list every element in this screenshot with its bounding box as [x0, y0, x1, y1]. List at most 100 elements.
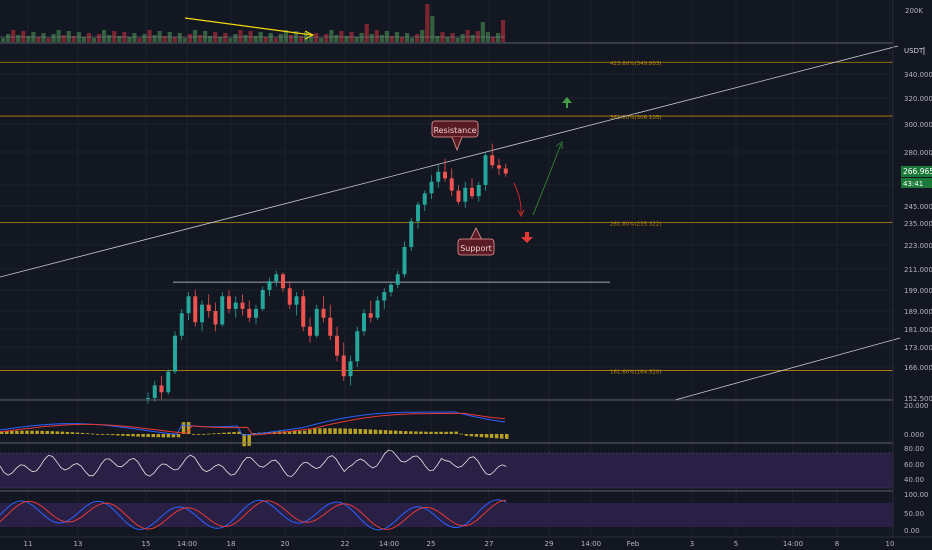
- candle-body: [267, 281, 272, 290]
- macd-histogram-bar: [297, 430, 302, 434]
- macd-histogram-bar: [434, 431, 438, 434]
- macd-histogram-bar: [328, 428, 332, 434]
- macd-histogram-bar: [247, 434, 251, 446]
- volume-bar: [96, 34, 102, 42]
- volume-bar: [420, 30, 425, 42]
- time-axis[interactable]: 11 13 15 14:00 18 20 22 14:00 25 27 29 14:00 Feb 3 5 14…: [24, 540, 895, 548]
- macd-histogram-bar: [141, 434, 145, 437]
- candle-body: [200, 304, 204, 323]
- volume-bar: [273, 38, 278, 42]
- candle-body: [146, 398, 150, 399]
- time-tick-label: 20: [281, 540, 290, 548]
- rsi-scale-80: 80.00: [904, 445, 924, 453]
- time-tick-label: 14:00: [379, 540, 399, 548]
- macd-histogram-bar: [20, 430, 24, 434]
- candle-body: [389, 284, 393, 293]
- volume-bar: [233, 34, 238, 42]
- volume-bar: [208, 36, 213, 42]
- volume-bar: [319, 38, 324, 42]
- volume-bar: [223, 33, 228, 42]
- macd-histogram-bar: [449, 431, 453, 434]
- macd-histogram-bar: [313, 428, 317, 434]
- volume-bar: [379, 35, 384, 42]
- down-projection-arrow-icon: [517, 209, 525, 218]
- candle-body: [456, 190, 461, 202]
- volume-bar: [445, 37, 450, 42]
- down-projection-path: [513, 182, 522, 215]
- candle-body: [179, 313, 184, 336]
- price-tick-label: 280.000: [904, 149, 932, 157]
- rsi-pane[interactable]: 80.00 60.00 40.00: [0, 445, 924, 489]
- candle-body: [287, 288, 292, 305]
- volume-bar: [374, 30, 379, 42]
- macd-histogram-bar: [338, 428, 342, 434]
- candle-body: [301, 296, 306, 327]
- volume-bar: [187, 34, 193, 42]
- price-tick-label: 181.000: [904, 326, 932, 334]
- volume-bar: [495, 33, 501, 42]
- time-tick-label: 14:00: [581, 540, 601, 548]
- time-tick-label: 14:00: [177, 540, 197, 548]
- candle-body: [213, 311, 218, 325]
- candle-body: [328, 317, 333, 336]
- macd-histogram-bar: [25, 430, 29, 434]
- volume-bar: [91, 38, 97, 42]
- volume-bar: [475, 31, 480, 42]
- macd-histogram-bar: [237, 431, 241, 434]
- candle-body: [193, 296, 198, 323]
- price-axis[interactable]: 152.500 166.000 173.000 181.000 189.000 199.0…: [904, 71, 932, 403]
- macd-histogram-bar: [333, 428, 337, 434]
- macd-histogram-bar: [419, 431, 423, 434]
- price-tick-label: 152.500: [904, 395, 932, 403]
- time-tick-label: 29: [545, 540, 554, 548]
- candle-body: [166, 371, 171, 393]
- macd-histogram-bar: [373, 429, 378, 434]
- macd-pane[interactable]: 20.000 0.000: [0, 402, 929, 447]
- candle-body: [308, 326, 312, 336]
- volume-bar: [26, 36, 31, 42]
- macd-histogram-bar: [469, 434, 474, 437]
- red-down-arrow-icon: [521, 232, 533, 243]
- volume-bar: [283, 30, 288, 42]
- stoch-rsi-pane[interactable]: 100.00 50.00 0.00: [0, 491, 929, 535]
- candle-body: [355, 331, 360, 362]
- volume-bar: [11, 30, 16, 42]
- rsi-line: [0, 449, 507, 477]
- macd-histogram-bar: [15, 430, 19, 434]
- upper-trendline[interactable]: [0, 45, 899, 278]
- stoch-d-line: [0, 499, 507, 530]
- up-projection-arrow-icon: [555, 141, 563, 149]
- macd-histogram-bar: [292, 430, 297, 434]
- candle-body: [503, 168, 508, 174]
- macd-histogram-bar: [494, 434, 499, 439]
- candle-body: [335, 335, 339, 356]
- volume-bar: [480, 22, 485, 42]
- time-tick-label: 25: [427, 540, 436, 548]
- volume-bar: [500, 20, 506, 42]
- time-tick-label: 3: [690, 540, 694, 548]
- volume-bar: [425, 4, 430, 42]
- resistance-callout[interactable]: Resistance: [431, 120, 479, 152]
- candle-body: [186, 296, 191, 314]
- rsi-scale-40: 40.00: [904, 476, 924, 484]
- price-pane[interactable]: 423.60%(349.803) 361.80%(306.105) 261.80%(…: [0, 45, 901, 404]
- volume-bar: [66, 31, 71, 42]
- lower-channel-line[interactable]: [674, 337, 901, 401]
- currency-label: USDT: [904, 47, 924, 55]
- volume-bar: [152, 35, 157, 42]
- macd-histogram-bar: [90, 433, 95, 435]
- volume-bar: [268, 33, 273, 42]
- volume-scale-label: 200K: [905, 7, 923, 15]
- volume-bar: [405, 33, 410, 42]
- price-tick-label: 211.000: [904, 266, 932, 274]
- macd-histogram-bar: [85, 433, 90, 435]
- stoch-band: [0, 503, 893, 527]
- macd-histogram-bar: [111, 434, 115, 436]
- macd-histogram-bar: [429, 431, 433, 434]
- macd-histogram-bar: [479, 434, 484, 438]
- last-price-badge: 266.965 43:41: [901, 166, 932, 188]
- support-callout[interactable]: Support: [457, 227, 495, 256]
- macd-histogram-bar: [131, 434, 135, 437]
- volume-bar: [36, 37, 41, 42]
